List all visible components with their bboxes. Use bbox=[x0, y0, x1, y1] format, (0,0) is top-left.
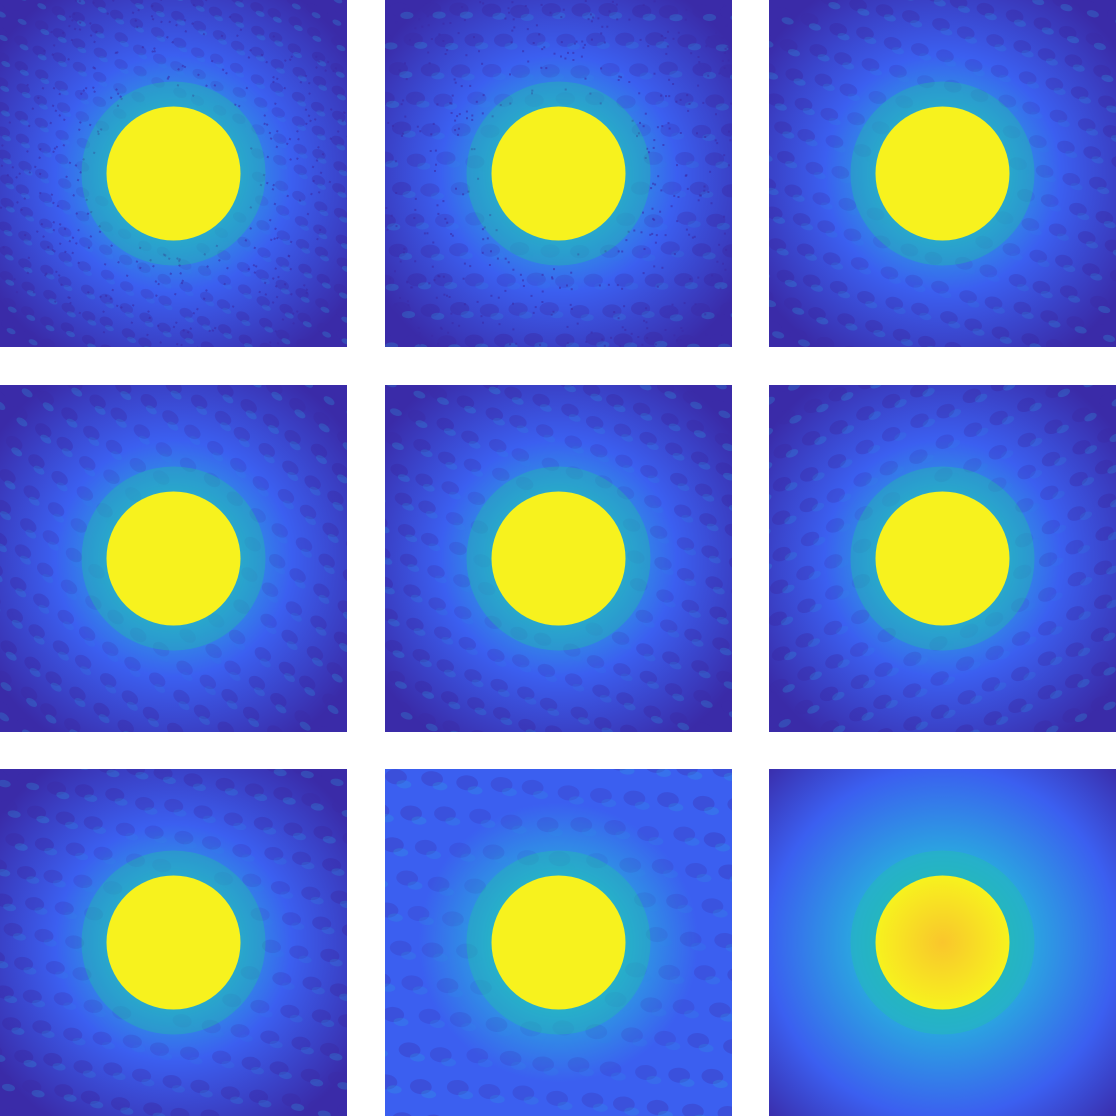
central-disk bbox=[106, 875, 241, 1010]
central-disk bbox=[491, 875, 626, 1010]
lattice-texture bbox=[0, 769, 347, 1116]
central-disk bbox=[491, 491, 626, 626]
lattice-texture bbox=[385, 385, 732, 732]
central-disk bbox=[106, 106, 241, 241]
heatmap-panel-r1c1 bbox=[0, 0, 347, 347]
heatmap-panel-r3c1 bbox=[0, 769, 347, 1116]
central-disk bbox=[491, 106, 626, 241]
heatmap-panel-r3c3 bbox=[769, 769, 1116, 1116]
lattice-texture bbox=[769, 0, 1116, 347]
central-disk bbox=[875, 875, 1010, 1010]
lattice-texture bbox=[0, 0, 347, 347]
central-disk bbox=[875, 491, 1010, 626]
lattice-texture bbox=[0, 385, 347, 732]
heatmap-panel-r2c2 bbox=[385, 385, 732, 732]
lattice-texture bbox=[769, 385, 1116, 732]
heatmap-panel-r2c3 bbox=[769, 385, 1116, 732]
central-disk bbox=[875, 106, 1010, 241]
heatmap-panel-r2c1 bbox=[0, 385, 347, 732]
heatmap-panel-r1c3 bbox=[769, 0, 1116, 347]
central-disk bbox=[106, 491, 241, 626]
heatmap-panel-r1c2 bbox=[385, 0, 732, 347]
lattice-texture bbox=[385, 769, 732, 1116]
lattice-texture bbox=[385, 0, 732, 347]
heatmap-panel-r3c2 bbox=[385, 769, 732, 1116]
